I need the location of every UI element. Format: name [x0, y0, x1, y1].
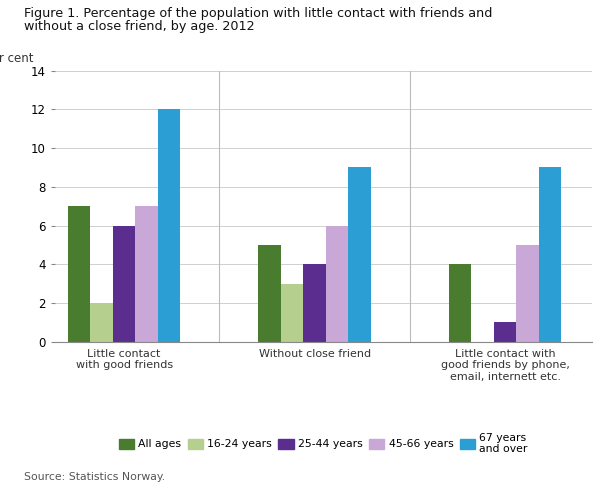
Bar	[517, 245, 539, 342]
Text: without a close friend, by age. 2012: without a close friend, by age. 2012	[24, 20, 255, 34]
Bar	[68, 206, 90, 342]
Bar	[303, 264, 326, 342]
Bar	[348, 167, 371, 342]
Text: Figure 1. Percentage of the population with little contact with friends and: Figure 1. Percentage of the population w…	[24, 7, 493, 20]
Bar	[326, 225, 348, 342]
Bar	[90, 303, 113, 342]
Bar	[281, 284, 303, 342]
Bar	[135, 206, 158, 342]
Text: Source: Statistics Norway.: Source: Statistics Norway.	[24, 472, 165, 482]
Bar	[539, 167, 561, 342]
Bar	[113, 225, 135, 342]
Legend: All ages, 16-24 years, 25-44 years, 45-66 years, 67 years
and over: All ages, 16-24 years, 25-44 years, 45-6…	[115, 428, 532, 459]
Bar	[494, 322, 517, 342]
Bar	[449, 264, 472, 342]
Text: Per cent: Per cent	[0, 52, 34, 65]
Bar	[259, 245, 281, 342]
Bar	[158, 109, 181, 342]
